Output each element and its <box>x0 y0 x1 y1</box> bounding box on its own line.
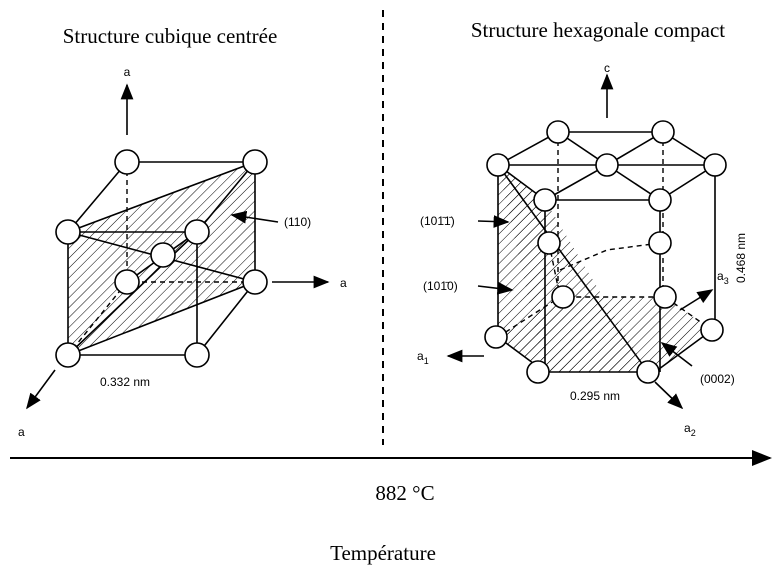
axis-label: a3 <box>717 269 729 286</box>
dividers <box>10 10 772 466</box>
title: Structure cubique centrée <box>63 24 278 48</box>
plane-label: (110) <box>284 215 311 229</box>
axis-label: a <box>124 65 131 79</box>
bcc-cell <box>26 83 330 410</box>
axis-label: a <box>684 421 691 435</box>
dimension: 0.332 nm <box>100 375 150 389</box>
axis-label: a <box>417 349 424 363</box>
dimension: 0.295 nm <box>570 389 620 403</box>
axis-label: c <box>604 61 610 75</box>
axis-label: a1 <box>417 349 429 366</box>
axis-label: a <box>18 425 25 439</box>
axis-label: a <box>340 276 347 290</box>
dimension: 0.468 nm <box>734 233 748 283</box>
plane-label: (101̄0) <box>423 279 458 293</box>
axis-subscript: 3 <box>724 276 729 286</box>
hcp-cell <box>446 73 727 410</box>
axis-subscript: 1 <box>424 356 429 366</box>
axis-subscript: 2 <box>691 428 696 438</box>
axis-label: Température <box>330 541 436 565</box>
title: Structure hexagonale compact <box>471 18 725 42</box>
axis-label: a <box>717 269 724 283</box>
plane-label: (101̄1̄) <box>420 214 455 228</box>
transition: 882 °C <box>375 481 434 505</box>
axis-label: a2 <box>684 421 696 438</box>
plane-label: (0002) <box>700 372 735 386</box>
